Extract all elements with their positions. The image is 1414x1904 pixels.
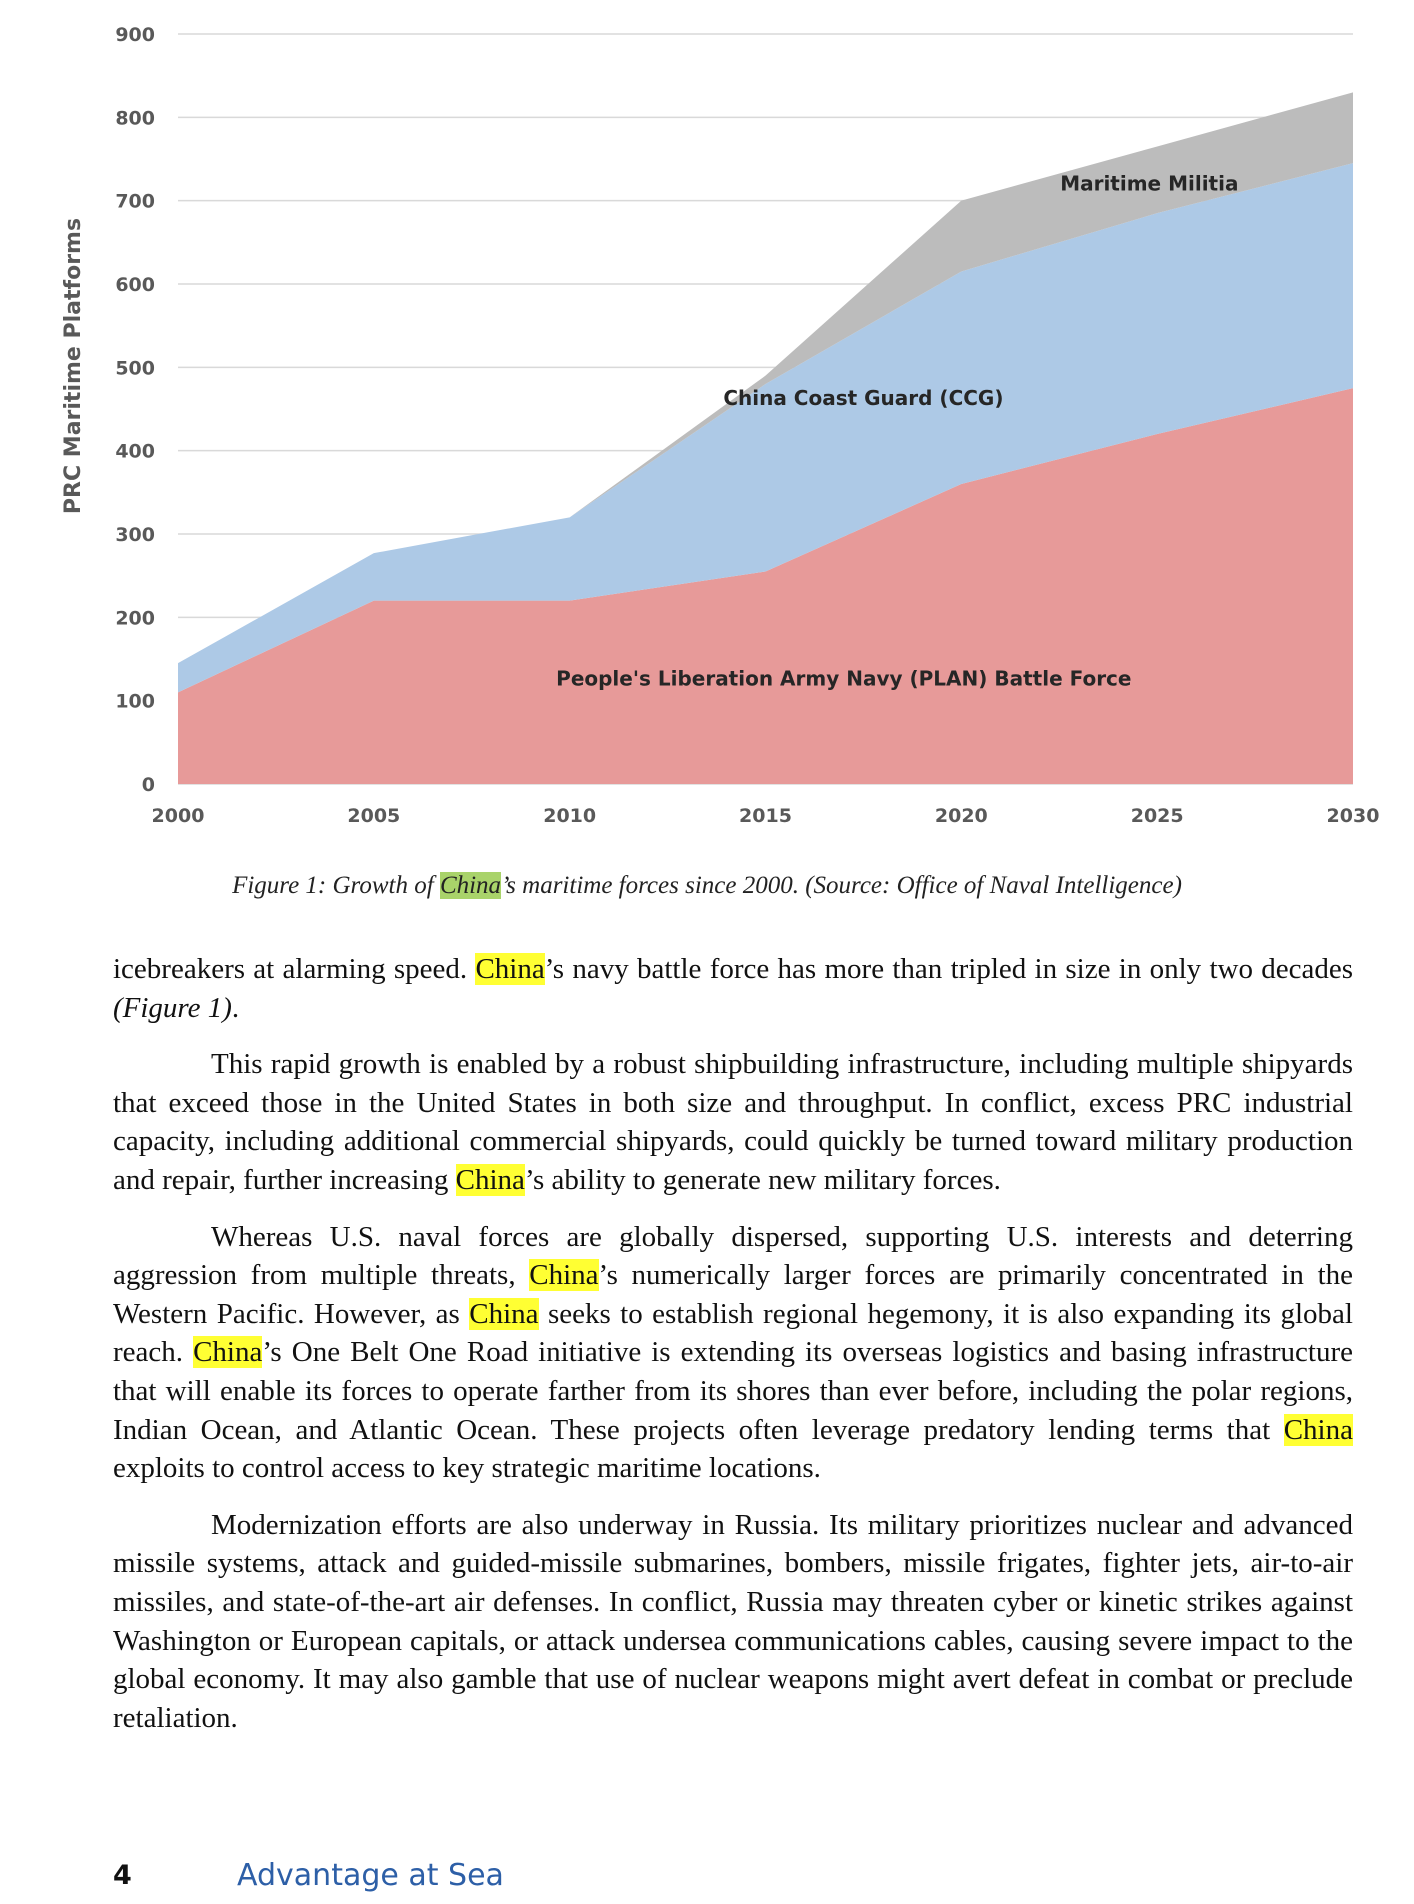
y-tick-label: 700	[115, 191, 155, 213]
y-axis-label: PRC Maritime Platforms	[61, 218, 86, 514]
text-run: ’s navy battle force has more than tripl…	[544, 953, 1353, 985]
area-series-2	[178, 92, 1353, 664]
text-run: icebreakers at alarming speed.	[113, 953, 476, 985]
y-tick-label: 0	[142, 774, 155, 796]
area-series-1	[178, 163, 1353, 693]
text-run: Whereas U.S. naval forces are globally d…	[113, 1220, 1353, 1292]
text-run: seeks to establish regional hegemony, it…	[113, 1297, 1353, 1369]
y-tick-label: 900	[115, 24, 155, 46]
y-tick-label: 100	[115, 691, 155, 713]
x-tick-label: 2030	[1327, 805, 1380, 827]
text-run: ’s One Belt One Road initiative is exten…	[113, 1336, 1353, 1446]
highlight-china: China	[1283, 1413, 1353, 1446]
x-tick-label: 2025	[1131, 805, 1184, 827]
series-label-0: People's Liberation Army Navy (PLAN) Bat…	[556, 667, 1131, 691]
x-tick-label: 2015	[739, 805, 792, 827]
x-axis-ticks: 2000 2005 2010 2015 2020 2025 2030	[152, 805, 1380, 827]
caption-highlight: China	[439, 872, 502, 899]
text-run: This rapid growth is enabled by a robust…	[113, 1048, 1353, 1196]
text-run: ’s ability to generate new military forc…	[524, 1163, 1001, 1196]
highlight-china: China	[193, 1336, 263, 1369]
body-text: icebreakers at alarming speed. China’s n…	[113, 950, 1353, 1755]
y-tick-label: 400	[115, 441, 155, 463]
x-tick-label: 2020	[935, 805, 988, 827]
maritime-forces-chart: 0 100 200 300 400 500 600 700 800 900 2000 2005 201…	[61, 24, 1380, 827]
y-tick-label: 200	[115, 607, 155, 629]
y-axis-ticks: 0 100 200 300 400 500 600 700 800 900	[115, 24, 155, 796]
highlight-china: China	[529, 1259, 599, 1292]
x-tick-label: 2005	[347, 805, 400, 827]
y-tick-label: 500	[115, 357, 155, 379]
text-run: .	[231, 991, 240, 1024]
page-number: 4	[113, 1860, 132, 1891]
x-tick-label: 2000	[152, 805, 205, 827]
caption-prefix: Figure 1: Growth of	[232, 872, 440, 899]
text-run: ’s numerically larger forces are primari…	[113, 1259, 1353, 1330]
series-labels: People's Liberation Army Navy (PLAN) Bat…	[556, 172, 1238, 691]
area-series-0	[178, 388, 1353, 784]
chart-areas	[178, 92, 1353, 784]
paragraph-1: This rapid growth is enabled by a robust…	[113, 1045, 1353, 1199]
series-label-2: Maritime Militia	[1060, 172, 1238, 196]
y-tick-label: 800	[115, 107, 155, 129]
y-tick-label: 300	[115, 524, 155, 546]
figure-caption: Figure 1: Growth of China’s maritime for…	[0, 872, 1414, 900]
text-run: Modernization efforts are also underway …	[113, 1508, 1353, 1734]
paragraph-0: icebreakers at alarming speed. China’s n…	[113, 950, 1353, 1027]
figure-reference: (Figure 1)	[113, 991, 232, 1024]
y-tick-label: 600	[115, 274, 155, 296]
x-tick-label: 2010	[543, 805, 596, 827]
caption-suffix: ’s maritime forces since 2000. (Source: …	[501, 872, 1182, 899]
text-run: exploits to control access to key strate…	[113, 1452, 821, 1485]
paragraph-3: Modernization efforts are also underway …	[113, 1506, 1353, 1738]
highlight-china: China	[469, 1297, 539, 1330]
footer-title: Advantage at Sea	[237, 1858, 504, 1893]
highlight-china: China	[475, 953, 545, 985]
paragraph-2: Whereas U.S. naval forces are globally d…	[113, 1218, 1353, 1488]
highlight-china: China	[455, 1163, 525, 1196]
series-label-1: China Coast Guard (CCG)	[723, 386, 1003, 410]
